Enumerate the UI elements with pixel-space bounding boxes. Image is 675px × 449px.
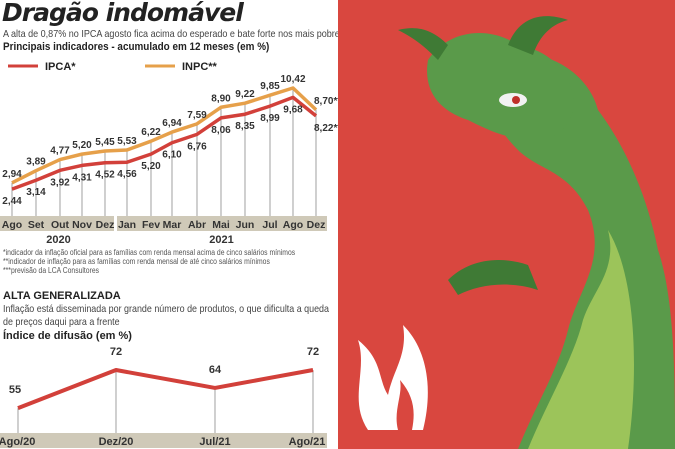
data-label: 6,22 — [141, 127, 161, 138]
data-label: 8,70*** — [314, 96, 340, 107]
data-label: 72 — [110, 346, 122, 358]
axis-band — [0, 433, 327, 448]
data-label: 4,77 — [50, 146, 70, 157]
footnotes: *indicador da inflação oficial para as f… — [3, 248, 295, 275]
series-line — [17, 368, 314, 410]
x-tick-label: Ago — [2, 219, 22, 231]
flame-icon — [396, 380, 414, 430]
x-tick-label: Nov — [72, 219, 92, 231]
x-tick-label: Dez — [307, 219, 326, 231]
data-label: 9,85 — [260, 81, 280, 92]
series-line-inpc — [11, 86, 318, 185]
data-label: 5,53 — [117, 136, 137, 147]
data-label: 3,89 — [26, 157, 46, 168]
data-label: 6,94 — [162, 118, 182, 129]
data-label: 3,92 — [50, 177, 70, 188]
data-label: 3,14 — [26, 187, 46, 198]
data-label: 5,20 — [141, 161, 161, 172]
data-label: 2,44 — [2, 196, 22, 207]
data-label: 5,20 — [72, 140, 92, 151]
x-tick-label: Ago/21 — [289, 436, 326, 448]
data-label: 4,31 — [72, 172, 92, 183]
data-label: 9,68 — [283, 104, 303, 115]
data-label: 5,45 — [95, 137, 115, 148]
data-label: 8,99 — [260, 113, 280, 124]
dragon-head — [427, 33, 574, 140]
footnote: **indicador de inflação para as famílias… — [3, 257, 270, 266]
dragon-claw — [448, 260, 538, 295]
data-label: 64 — [209, 364, 222, 376]
legend-label: IPCA* — [45, 61, 76, 73]
section-heading: ALTA GENERALIZADA — [3, 290, 121, 302]
x-tick-label: Abr — [188, 219, 206, 231]
chart-title: Principais indicadores - acumulado em 12… — [3, 41, 270, 53]
data-label: 6,76 — [187, 141, 207, 152]
series-line-ipca — [11, 95, 318, 191]
data-label: 9,22 — [235, 89, 255, 100]
data-label: 8,90 — [211, 93, 231, 104]
year-label: 2021 — [209, 234, 233, 246]
axis-band — [117, 216, 327, 231]
data-label: 8,06 — [211, 125, 231, 136]
x-tick-label: Dez/20 — [99, 436, 134, 448]
dragon-horn — [398, 28, 448, 60]
x-tick-label: Mai — [212, 219, 230, 231]
dragon-horn — [508, 16, 568, 55]
footnote: ***previsão da LCA Consultores — [3, 266, 100, 275]
x-tick-label: Jan — [118, 219, 136, 231]
data-label: 8,35 — [235, 121, 255, 132]
x-tick-label: Fev — [142, 219, 160, 231]
data-label: 10,42 — [280, 74, 305, 85]
x-tick-label: Set — [28, 219, 45, 231]
section-description: Inflação está disseminada por grande núm… — [3, 303, 329, 328]
data-label: 4,52 — [95, 170, 115, 181]
legend-label: INPC** — [182, 61, 218, 73]
x-tick-label: Jul — [262, 219, 277, 231]
year-label: 2020 — [46, 234, 70, 246]
x-tick-label: Dez — [96, 219, 115, 231]
data-label: 8,22*** — [314, 123, 340, 134]
x-tick-label: Ago — [283, 219, 303, 231]
page-title: Dragão indomável — [2, 0, 244, 27]
x-tick-label: Mar — [163, 219, 182, 231]
footnote: *indicador da inflação oficial para as f… — [3, 248, 296, 257]
x-tick-label: Ago/20 — [0, 436, 35, 448]
data-label: 55 — [9, 384, 21, 396]
data-label: 72 — [307, 346, 319, 358]
dragon-pupil — [512, 96, 520, 104]
dragon-illustration — [338, 0, 675, 449]
diffusion-line-chart: 55 72 64 72 Ago/20 Dez/20 Jul/21 Ago/21 — [0, 346, 327, 448]
inflation-line-chart: IPCA* INPC**Ago Set Out Nov Dez Jan Fev Mar Abr Ma… — [0, 61, 340, 246]
data-label: 2,94 — [2, 169, 22, 180]
data-label: 6,10 — [162, 150, 182, 161]
diffusion-chart-title: Índice de difusão (em %) — [3, 330, 132, 342]
data-label: 4,56 — [117, 169, 137, 180]
subtitle: A alta de 0,87% no IPCA agosto fica acim… — [3, 28, 345, 40]
dragon-belly — [528, 230, 634, 449]
axis-band — [0, 216, 114, 231]
x-tick-label: Out — [51, 219, 70, 231]
data-label: 7,59 — [187, 110, 207, 121]
x-tick-label: Jul/21 — [199, 436, 230, 448]
infographic-panel: Dragão indomável A alta de 0,87% no IPCA… — [0, 0, 344, 448]
x-tick-label: Jun — [236, 219, 255, 231]
